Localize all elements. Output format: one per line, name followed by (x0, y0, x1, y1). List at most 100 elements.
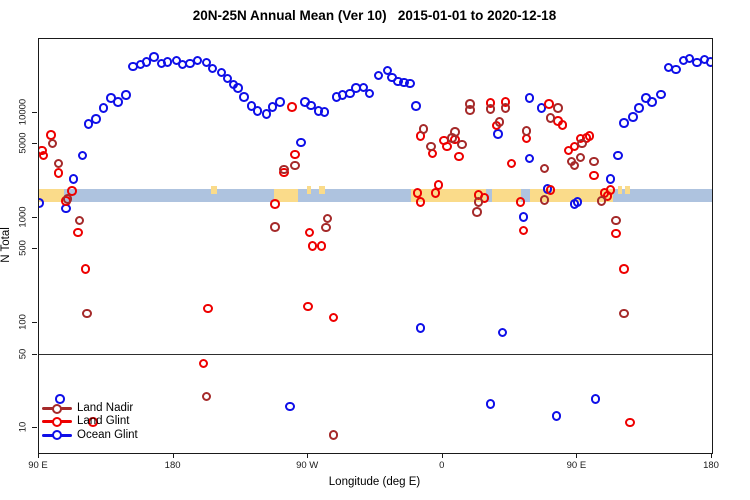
data-point-ocean-glint (141, 56, 152, 67)
data-point-land-glint (589, 170, 599, 181)
data-point-land-glint (270, 199, 281, 209)
data-point-ocean-glint (524, 153, 535, 164)
data-point-ocean-glint (192, 55, 203, 66)
data-point-ocean-glint (364, 88, 375, 99)
legend-label: Land Glint (77, 415, 130, 428)
y-tick (32, 111, 37, 113)
data-point-land-glint (73, 227, 83, 238)
x-tick (307, 453, 309, 458)
plot-area (38, 38, 713, 454)
data-point-ocean-glint (91, 114, 101, 124)
map-strip-island (306, 186, 312, 194)
data-point-land-glint (198, 358, 209, 369)
y-tick-label: 10 (17, 421, 29, 433)
data-point-land-glint (557, 120, 568, 130)
x-tick (711, 453, 712, 458)
x-tick-label: 180 (703, 460, 719, 471)
data-point-land-glint (286, 102, 297, 112)
data-point-ocean-glint (671, 64, 681, 75)
data-point-land-nadir (589, 156, 599, 167)
data-point-land-glint (506, 158, 517, 169)
data-point-land-glint (328, 312, 339, 323)
data-point-land-nadir (74, 215, 85, 226)
data-point-ocean-glint (162, 56, 173, 67)
legend-marker (52, 430, 62, 441)
y-tick (32, 321, 37, 323)
x-tick (172, 453, 174, 458)
data-point-land-nadir (596, 196, 607, 206)
y-tick-label: 100 (17, 313, 29, 330)
x-tick-label: 90 W (296, 460, 319, 471)
data-point-land-glint (412, 188, 423, 198)
data-point-land-nadir (539, 195, 550, 205)
data-point-ocean-glint (647, 97, 657, 107)
data-point-ocean-glint (572, 197, 583, 207)
data-point-ocean-glint (358, 82, 369, 93)
legend-marker (52, 403, 62, 414)
data-point-ocean-glint (551, 411, 562, 421)
data-point-land-nadir (577, 138, 587, 149)
data-point-land-glint (39, 150, 49, 161)
x-tick-label: 0 (439, 460, 445, 471)
data-point-ocean-glint (656, 89, 666, 100)
data-point-ocean-glint (633, 103, 644, 113)
y-tick (32, 216, 37, 218)
data-point-ocean-glint (415, 323, 426, 334)
data-point-ocean-glint (55, 393, 65, 404)
chart-title: 20N-25N Annual Mean (Ver 10) 2015-01-01 … (192, 8, 557, 23)
map-strip-land (273, 188, 298, 203)
data-point-ocean-glint (493, 128, 503, 139)
y-tick-label: 10000 (17, 98, 29, 125)
data-point-land-nadir (279, 164, 290, 175)
x-tick-label: 180 (164, 460, 181, 471)
data-point-land-glint (442, 141, 453, 152)
data-point-land-glint (624, 417, 635, 428)
y-tick-label: 50 (17, 348, 29, 359)
data-point-land-glint (80, 264, 91, 274)
data-point-land-glint (53, 168, 64, 178)
data-point-land-nadir (426, 141, 436, 152)
data-point-land-glint (454, 151, 465, 162)
map-strip-island (210, 186, 217, 194)
data-point-land-nadir (270, 221, 281, 232)
data-point-land-glint (203, 303, 213, 314)
data-point-land-nadir (82, 308, 92, 319)
data-point-ocean-glint (306, 100, 316, 111)
data-point-land-nadir (457, 139, 468, 150)
data-point-ocean-glint (411, 101, 421, 111)
legend-label: Ocean Glint (77, 428, 138, 441)
data-point-land-glint (515, 197, 526, 207)
data-point-land-nadir (485, 104, 496, 114)
data-point-ocean-glint (295, 137, 306, 148)
data-point-land-nadir (418, 124, 429, 134)
data-point-land-nadir (575, 152, 586, 163)
data-point-land-glint (618, 264, 629, 274)
data-point-ocean-glint (612, 150, 623, 161)
data-point-ocean-glint (246, 101, 257, 111)
data-point-land-nadir (464, 105, 475, 116)
data-point-land-nadir (62, 194, 73, 204)
data-point-ocean-glint (345, 88, 355, 99)
data-point-ocean-glint (618, 117, 629, 128)
data-point-ocean-glint (120, 90, 131, 101)
data-point-land-nadir (322, 213, 333, 224)
y-tick (32, 143, 37, 145)
x-tick (576, 453, 578, 458)
data-point-ocean-glint (627, 112, 638, 122)
data-point-ocean-glint (83, 119, 94, 129)
map-strip-island (625, 186, 630, 194)
map-strip-land (39, 188, 65, 203)
data-point-ocean-glint (405, 78, 415, 89)
data-point-ocean-glint (485, 399, 496, 409)
legend-label: Land Nadir (77, 402, 134, 414)
data-point-land-glint (545, 185, 556, 195)
x-tick-label: 90 E (28, 460, 48, 471)
map-strip-land (492, 188, 521, 203)
data-point-land-nadir (521, 126, 532, 136)
data-point-ocean-glint (222, 73, 233, 84)
data-point-land-nadir (545, 113, 556, 123)
map-strip-island (318, 186, 325, 194)
data-point-land-glint (46, 129, 56, 140)
y-tick (32, 248, 37, 250)
data-point-land-glint (433, 180, 444, 190)
